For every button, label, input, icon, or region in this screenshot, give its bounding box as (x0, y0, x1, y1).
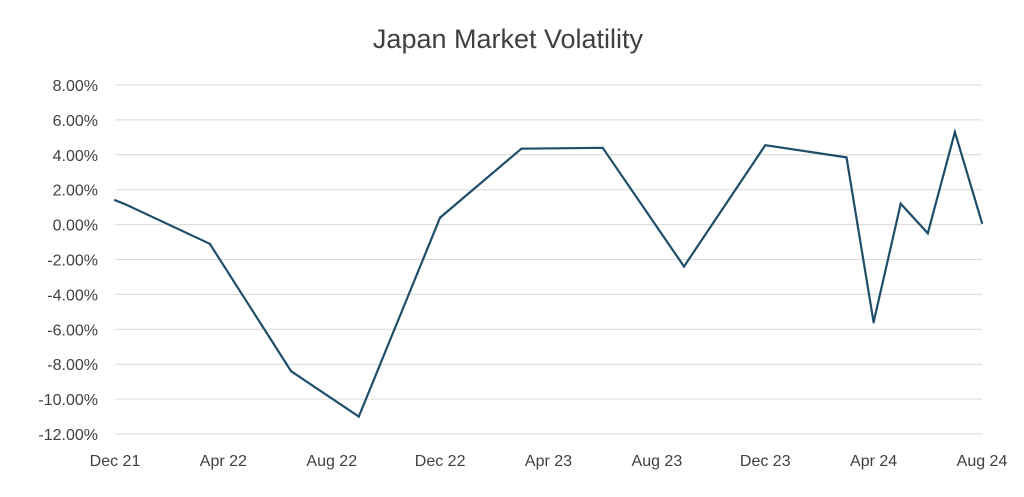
y-tick-label: -4.00% (47, 287, 98, 304)
series-line (114, 128, 984, 419)
data-point (682, 265, 686, 268)
y-tick-label: 2.00% (53, 183, 98, 200)
y-tick-label: 0.00% (53, 218, 98, 235)
gridlines (115, 84, 982, 435)
x-tick-label: Apr 22 (200, 453, 247, 470)
data-point (953, 131, 957, 134)
x-tick-label: Apr 23 (525, 453, 572, 470)
data-point (439, 216, 442, 219)
data-point (290, 370, 293, 373)
chart-title: Japan Market Volatility (373, 24, 644, 54)
y-axis-tick-labels: 8.00% 6.00% 4.00% 2.00% 0.00% -2.00% -4.00% -6.… (38, 78, 98, 444)
x-tick-label: Apr 24 (850, 453, 897, 470)
y-tick-label: 6.00% (53, 113, 98, 130)
data-point (113, 199, 117, 202)
x-tick-label: Aug 24 (957, 453, 1008, 470)
x-tick-label: Aug 23 (632, 453, 683, 470)
data-point (926, 232, 929, 235)
data-point (601, 146, 604, 149)
data-point (520, 147, 523, 150)
x-tick-label: Dec 23 (740, 453, 791, 470)
y-tick-label: -12.00% (38, 427, 98, 444)
y-tick-label: -2.00% (47, 253, 98, 270)
x-tick-label: Dec 21 (90, 453, 141, 470)
x-tick-label: Aug 22 (306, 453, 357, 470)
data-point (845, 156, 848, 159)
y-tick-label: 4.00% (53, 148, 98, 165)
data-point (980, 221, 984, 224)
y-tick-label: -10.00% (38, 392, 98, 409)
data-point (124, 203, 127, 206)
x-axis-tick-labels: Dec 21 Apr 22 Aug 22 Dec 22 Apr 23 Aug 23 Dec … (90, 453, 1008, 470)
data-point (872, 321, 875, 324)
y-tick-label: -6.00% (47, 322, 98, 339)
y-tick-label: -8.00% (47, 357, 98, 374)
data-point (764, 144, 767, 147)
x-tick-label: Dec 22 (415, 453, 466, 470)
data-point (208, 242, 211, 245)
y-tick-label: 8.00% (53, 78, 98, 95)
series-layer (113, 128, 984, 419)
data-point (357, 415, 360, 418)
data-point (899, 202, 902, 205)
